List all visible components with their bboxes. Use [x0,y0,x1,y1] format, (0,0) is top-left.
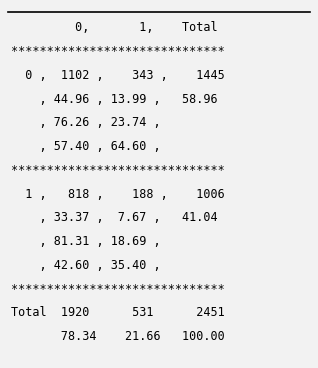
Text: , 42.60 , 35.40 ,: , 42.60 , 35.40 , [11,259,161,272]
Text: , 76.26 , 23.74 ,: , 76.26 , 23.74 , [11,116,161,130]
Text: ******************************: ****************************** [11,164,225,177]
Text: , 33.37 ,  7.67 ,   41.04: , 33.37 , 7.67 , 41.04 [11,211,218,224]
Text: ******************************: ****************************** [11,283,225,296]
Text: 0 ,  1102 ,    343 ,    1445: 0 , 1102 , 343 , 1445 [11,69,225,82]
Text: ******************************: ****************************** [11,45,225,58]
Text: Total  1920      531      2451: Total 1920 531 2451 [11,306,225,319]
Text: 78.34    21.66   100.00: 78.34 21.66 100.00 [11,330,225,343]
Text: , 81.31 , 18.69 ,: , 81.31 , 18.69 , [11,235,161,248]
Text: , 57.40 , 64.60 ,: , 57.40 , 64.60 , [11,140,161,153]
Text: 0,       1,    Total: 0, 1, Total [11,21,218,35]
Text: 1 ,   818 ,    188 ,    1006: 1 , 818 , 188 , 1006 [11,188,225,201]
Text: , 44.96 , 13.99 ,   58.96: , 44.96 , 13.99 , 58.96 [11,93,218,106]
